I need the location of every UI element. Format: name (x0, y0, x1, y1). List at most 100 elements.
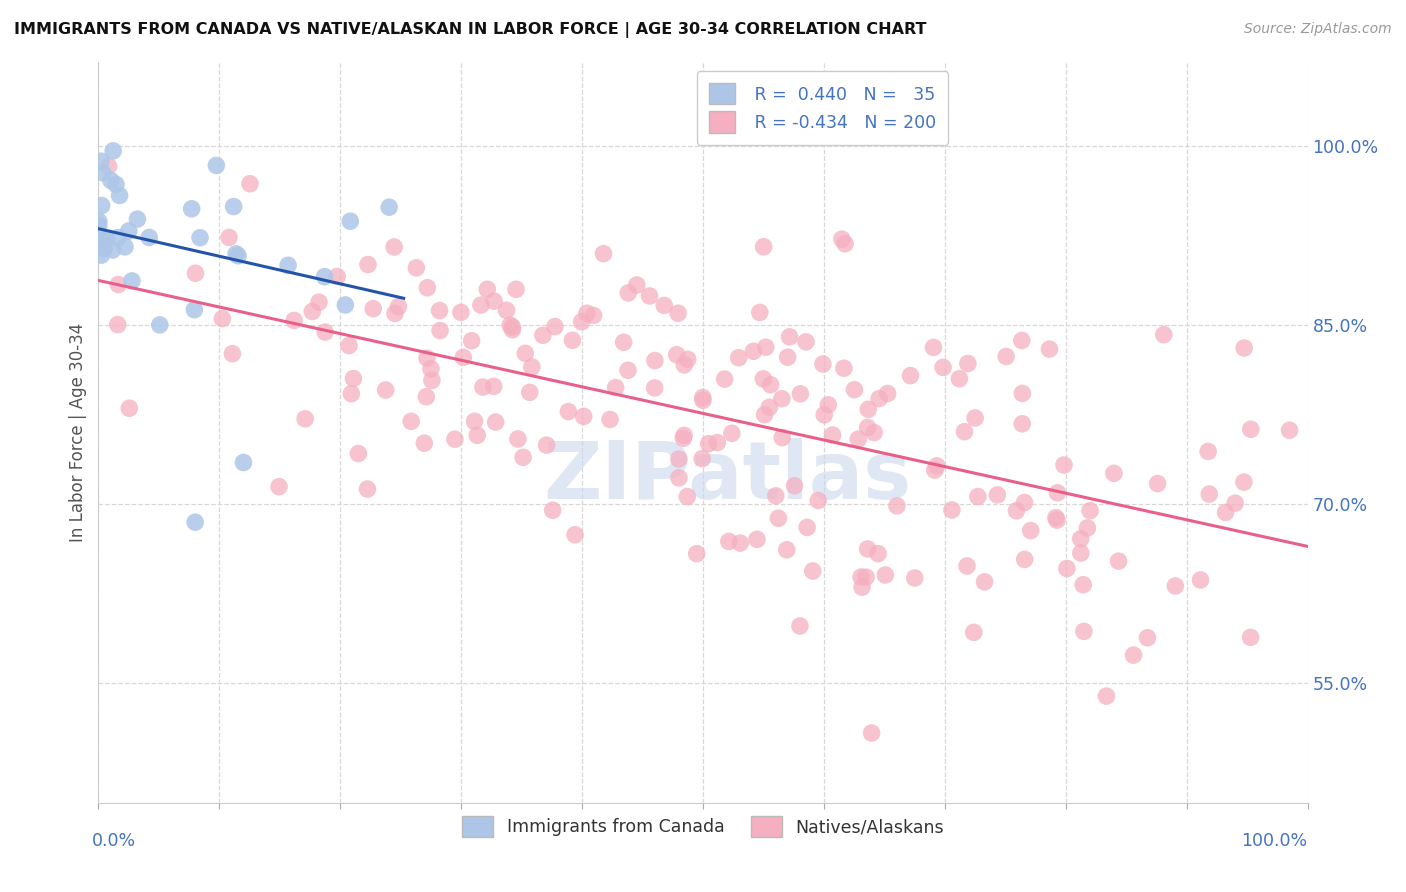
Point (1239, 631, 1261, 645)
Point (856, 420, 879, 434)
Point (374, 383, 396, 397)
Point (644, 353, 666, 368)
Point (340, 386, 363, 401)
Point (337, 338, 360, 352)
Point (673, 428, 696, 442)
Point (776, 350, 799, 364)
Point (995, 350, 1018, 364)
Point (420, 362, 443, 376)
Point (1071, 578, 1094, 592)
Text: 0.0%: 0.0% (93, 832, 136, 850)
Point (1198, 487, 1220, 501)
Point (444, 432, 467, 446)
Point (690, 451, 713, 466)
Point (811, 357, 834, 371)
Point (860, 726, 883, 740)
Point (232, 455, 254, 469)
Point (501, 320, 523, 334)
Point (856, 541, 879, 556)
Point (226, 249, 249, 263)
Point (564, 528, 586, 542)
Point (1122, 648, 1144, 662)
Point (755, 340, 778, 354)
Point (652, 298, 675, 312)
Point (1197, 444, 1219, 458)
Point (748, 305, 770, 319)
Point (314, 269, 336, 284)
Point (794, 334, 817, 349)
Point (770, 392, 793, 406)
Point (789, 387, 811, 401)
Point (339, 214, 361, 228)
Point (768, 511, 790, 525)
Point (1233, 341, 1256, 355)
Point (97, 159, 120, 173)
Point (844, 383, 866, 397)
Point (357, 258, 380, 272)
Point (986, 488, 1008, 502)
Point (673, 358, 696, 372)
Point (561, 333, 583, 347)
Point (91, 166, 114, 180)
Point (188, 231, 211, 245)
Point (789, 619, 811, 633)
Point (956, 559, 979, 574)
Point (557, 404, 579, 418)
Point (429, 303, 451, 318)
Point (752, 372, 775, 386)
Point (1038, 342, 1060, 356)
Point (666, 306, 689, 320)
Point (138, 230, 160, 244)
Point (582, 309, 605, 323)
Point (1146, 476, 1168, 491)
Point (544, 319, 567, 334)
Point (531, 328, 554, 343)
Point (416, 281, 439, 295)
Point (1070, 546, 1092, 560)
Point (470, 298, 492, 312)
Point (868, 392, 890, 406)
Point (384, 306, 406, 320)
Point (399, 414, 422, 428)
Point (267, 480, 290, 494)
Point (326, 269, 349, 284)
Point (924, 463, 946, 477)
Point (1108, 554, 1130, 568)
Point (876, 386, 898, 401)
Point (1046, 485, 1069, 500)
Point (672, 431, 695, 445)
Point (416, 351, 439, 366)
Point (453, 351, 475, 365)
Point (717, 534, 740, 549)
Point (356, 482, 378, 496)
Point (617, 285, 640, 300)
Point (361, 301, 384, 316)
Point (575, 306, 598, 320)
Point (686, 547, 709, 561)
Point (1136, 631, 1159, 645)
Point (752, 240, 775, 254)
Point (90, 154, 112, 169)
Point (754, 408, 776, 422)
Point (1005, 504, 1028, 518)
Point (727, 351, 749, 365)
Point (107, 277, 129, 292)
Point (796, 520, 818, 534)
Point (211, 311, 233, 326)
Point (963, 625, 986, 640)
Point (450, 305, 472, 319)
Point (471, 380, 494, 394)
Point (1240, 422, 1263, 436)
Point (900, 368, 922, 383)
Point (801, 564, 824, 578)
Point (499, 318, 522, 333)
Point (387, 300, 409, 314)
Point (477, 282, 499, 296)
Point (283, 313, 305, 327)
Point (948, 372, 970, 386)
Point (180, 202, 202, 216)
Point (966, 490, 988, 504)
Point (225, 247, 247, 261)
Point (875, 568, 897, 582)
Point (965, 411, 987, 425)
